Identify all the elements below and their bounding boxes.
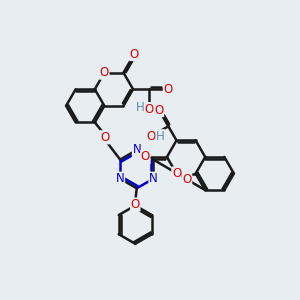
Text: O: O <box>172 167 181 180</box>
Text: N: N <box>132 143 141 157</box>
Text: O: O <box>100 66 109 79</box>
Text: O: O <box>145 103 154 116</box>
Text: N: N <box>149 172 158 185</box>
Text: O: O <box>154 103 164 117</box>
Text: H: H <box>156 130 165 143</box>
Text: N: N <box>116 172 124 185</box>
Text: O: O <box>131 198 140 211</box>
Text: O: O <box>164 83 173 96</box>
Text: O: O <box>130 47 139 61</box>
Text: H: H <box>136 101 144 114</box>
Text: O: O <box>100 131 110 144</box>
Text: O: O <box>146 130 156 143</box>
Text: O: O <box>141 151 150 164</box>
Text: O: O <box>182 173 192 186</box>
